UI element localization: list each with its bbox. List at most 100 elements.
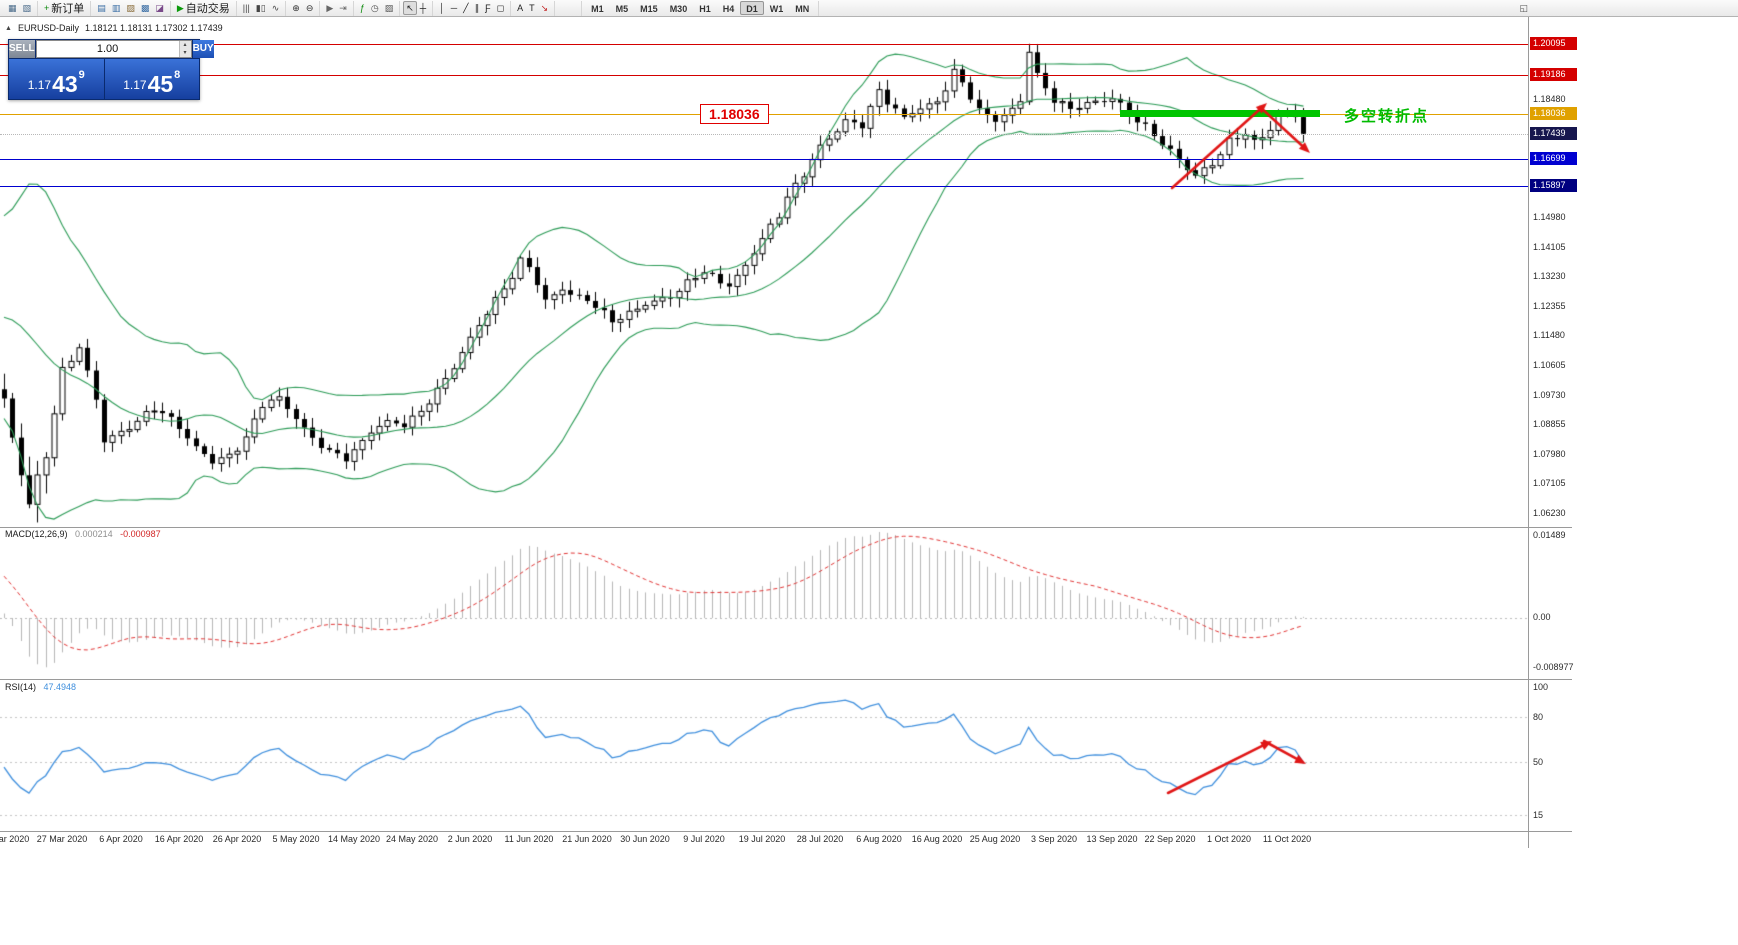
price-line-1.20095[interactable] — [0, 44, 1528, 45]
date-axis[interactable]: 18 Mar 2020 27 Mar 2020 6 Apr 2020 16 Apr 2… — [0, 834, 1529, 847]
market-watch[interactable]: ▤ — [94, 1, 109, 15]
rsi-panel-separator[interactable] — [0, 679, 1572, 680]
timeframe-d1[interactable]: D1 — [740, 1, 764, 15]
periods[interactable]: ◷ — [368, 1, 382, 15]
sell-price-button[interactable]: 1.17 43 9 — [9, 59, 104, 99]
timeframe-w1[interactable]: W1 — [769, 4, 784, 14]
zoom-in[interactable]: ⊕ — [289, 1, 303, 15]
timeframe-h4[interactable]: H4 — [722, 4, 735, 14]
buy-tab[interactable]: BUY — [192, 40, 214, 58]
macd-panel-separator[interactable] — [0, 527, 1572, 528]
horizontal-line-tool[interactable]: ─ — [448, 1, 460, 15]
chart-profiles[interactable]: ▧ — [20, 1, 35, 15]
new-chart[interactable]: ▦ — [5, 1, 20, 15]
date-label: 16 Apr 2020 — [154, 834, 204, 844]
candlestick-mode[interactable]: ▮▯ — [253, 1, 269, 15]
toolbar: ▦ ▧ + 新订单 ▤ ▥ ▨ ▩ ◪ ▶ 自动交易 ||| ▮▯ ∿ ⊕ ⊖ ▶ ⇥ ƒ ◷ ▨ ↖ ┼ │ ─ ╱ ∥ Ƒ ◻ A T ↘… — [0, 0, 1738, 17]
text-tool-icon: A — [517, 2, 524, 13]
data-window[interactable]: ▥ — [109, 1, 124, 15]
date-axis-separator — [0, 831, 1572, 832]
symbol-period-label: EURUSD-Daily — [17, 23, 79, 33]
price-line-1.17439[interactable] — [0, 134, 1528, 135]
toolbar-right: ◱ — [1516, 1, 1531, 15]
pivot-annotation[interactable]: 多空转折点 — [1344, 108, 1430, 125]
buy-price-point: 8 — [174, 69, 181, 81]
bar-chart-mode-icon: ||| — [242, 2, 250, 13]
zoom-out-icon: ⊖ — [305, 2, 314, 13]
timeframe-h1[interactable]: H1 — [699, 4, 711, 14]
auto-trading-icon: ▶ — [176, 2, 184, 13]
chart-shift[interactable]: ⇥ — [336, 1, 350, 15]
buy-price-base: 1.17 — [123, 78, 147, 92]
zoom-out[interactable]: ⊖ — [303, 1, 317, 15]
trendline-tool[interactable]: ╱ — [460, 1, 471, 15]
rsi-axis-label: 15 — [1533, 810, 1544, 820]
fibonacci-tool[interactable]: Ƒ — [482, 1, 494, 15]
timeframe-m15[interactable]: M15 — [640, 4, 658, 14]
terminal[interactable]: ▩ — [138, 1, 153, 15]
line-chart-mode[interactable]: ∿ — [269, 1, 283, 15]
date-label: 14 May 2020 — [327, 834, 381, 844]
indicators-list[interactable]: ƒ — [357, 1, 368, 15]
auto-scroll-icon: ▶ — [326, 2, 334, 13]
date-label: 9 Jul 2020 — [683, 834, 725, 844]
price-line-1.19186[interactable] — [0, 75, 1528, 76]
terminal-icon: ▩ — [140, 2, 150, 13]
market-watch-icon: ▤ — [97, 2, 106, 13]
volume-input[interactable] — [36, 41, 179, 57]
timeframe-toolbar: M1 M5 M15 M30 H1 H4 D1 W1 MN — [581, 0, 820, 16]
cursor-tool[interactable]: ↖ — [403, 1, 417, 15]
symbol-marker-icon: ▲ — [5, 24, 12, 32]
date-label: 19 Jul 2020 — [738, 834, 786, 844]
channel-tool[interactable]: ∥ — [472, 1, 483, 15]
date-label: 30 Jun 2020 — [620, 834, 670, 844]
chart-window-restore[interactable]: ◱ — [1516, 1, 1531, 15]
timeframe-mn[interactable]: MN — [795, 4, 810, 14]
price-tick: 1.18480 — [1533, 94, 1566, 104]
price-axis[interactable]: 1.20095 1.19186 1.18036 1.17439 1.16699 1.158… — [1528, 0, 1590, 848]
templates[interactable]: ▨ — [382, 1, 397, 15]
timeframe-m1[interactable]: M1 — [591, 4, 604, 14]
volume-decrease-button[interactable]: ▾ — [183, 50, 187, 56]
line-chart-mode-icon: ∿ — [271, 2, 280, 13]
price-line-1.15897[interactable] — [0, 186, 1528, 187]
sell-tab[interactable]: SELL — [9, 40, 35, 58]
bar-chart-mode[interactable]: ||| — [240, 1, 253, 15]
auto-trading[interactable]: ▶ 自动交易 — [174, 1, 233, 16]
new-order[interactable]: + 新订单 — [41, 1, 87, 16]
timeframe-m5[interactable]: M5 — [615, 4, 629, 14]
crosshair-tool[interactable]: ┼ — [417, 1, 429, 15]
text-tool[interactable]: A — [514, 1, 526, 15]
rsi-header: RSI(14) 47.4948 — [5, 682, 76, 692]
toolbar-groups: ▦ ▧ + 新订单 ▤ ▥ ▨ ▩ ◪ ▶ 自动交易 ||| ▮▯ ∿ ⊕ ⊖ ▶ ⇥ ƒ ◷ ▨ ↖ ┼ │ ─ ╱ ∥ Ƒ ◻ A T ↘ — [2, 0, 556, 16]
pivot-level-bar[interactable] — [1120, 110, 1320, 117]
zoom-in-icon: ⊕ — [292, 2, 300, 13]
date-label: 2 Jun 2020 — [447, 834, 493, 844]
strategy-tester[interactable]: ◪ — [152, 1, 167, 15]
new-order-icon: + — [44, 2, 50, 13]
volume-increase-button[interactable]: ▴ — [183, 42, 187, 48]
price-badge-1.19186: 1.19186 — [1530, 68, 1577, 81]
rsi-axis-label: 100 — [1533, 682, 1549, 692]
price-line-1.16699[interactable] — [0, 159, 1528, 160]
chart-profiles-icon: ▧ — [22, 2, 32, 13]
timeframe-m30[interactable]: M30 — [669, 4, 688, 14]
shapes-tool[interactable]: ◻ — [494, 1, 507, 15]
navigator[interactable]: ▨ — [123, 1, 138, 15]
price-annotation[interactable]: 1.18036 — [700, 104, 769, 124]
vertical-line-tool[interactable]: │ — [436, 1, 448, 15]
date-label: 11 Jun 2020 — [504, 834, 554, 844]
date-label: 6 Aug 2020 — [856, 834, 902, 844]
auto-scroll[interactable]: ▶ — [323, 1, 336, 15]
arrows-tool[interactable]: ↘ — [538, 1, 552, 15]
new-order-label: 新订单 — [51, 3, 85, 15]
price-badge-1.20095: 1.20095 — [1530, 37, 1577, 50]
fibonacci-tool-icon: Ƒ — [485, 2, 491, 13]
buy-price-button[interactable]: 1.17 45 8 — [104, 59, 199, 99]
sell-price-point: 9 — [78, 69, 85, 81]
label-tool[interactable]: T — [526, 1, 538, 15]
price-tick: 1.14105 — [1533, 242, 1566, 252]
